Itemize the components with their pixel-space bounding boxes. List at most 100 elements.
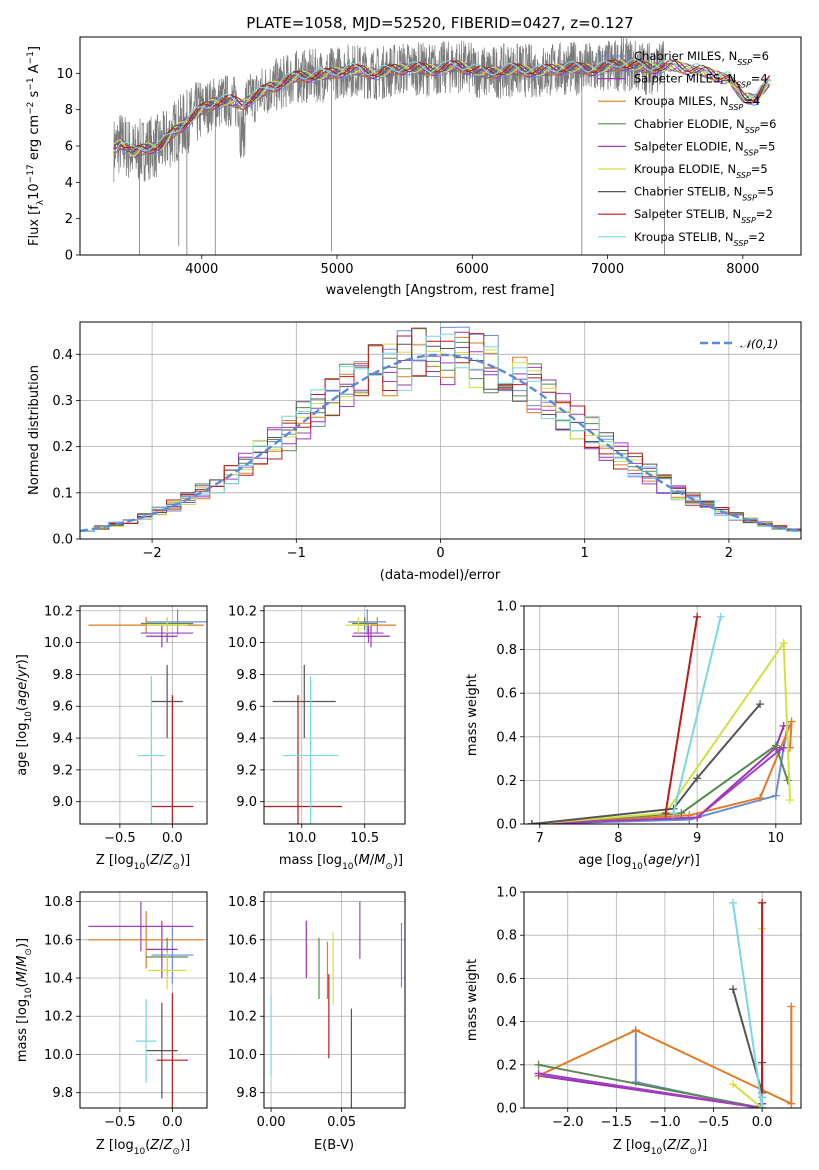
massweight-vs-z-ytick-label: 0.6	[496, 972, 517, 987]
massweight-vs-z-ytick-label: 0.4	[496, 1015, 517, 1030]
massweight-vs-age-series-line	[664, 616, 699, 814]
age-vs-z-frame	[79, 605, 208, 825]
massweight-vs-age-marker	[779, 639, 788, 648]
mass-vs-z-errorbar-point	[135, 999, 157, 1084]
spectrum-xtick-label: 4000	[185, 262, 218, 277]
spectrum-ytick-label: 6	[65, 140, 73, 155]
massweight-vs-z-xtick-label: 0.0	[752, 1115, 773, 1130]
residuals-ytick-label: 0.1	[52, 486, 73, 501]
massweight-vs-z-xlabel: Z [log10(Z/Z⊙)]	[613, 1138, 707, 1157]
spectrum-xtick-label: 8000	[726, 262, 759, 277]
mass-vs-ebv-ytick-label: 10.8	[228, 895, 257, 910]
residuals-ytick-label: 0.3	[52, 394, 73, 409]
age-vs-z-errorbar-point	[137, 676, 166, 824]
massweight-vs-age-ytick-label: 0.0	[496, 818, 517, 833]
age-vs-z-ytick-label: 9.8	[52, 668, 73, 683]
mass-vs-ebv-axes: 0.00 0.05 9.8 10.0 10.2 10.4 10.6 10.8	[228, 891, 406, 1130]
age-vs-z-plot-area	[88, 609, 207, 824]
mass-vs-z-ytick-label: 10.4	[44, 972, 73, 987]
mass-vs-z-errorbar-point	[88, 901, 194, 952]
massweight-vs-age-xtick-label: 7	[536, 831, 544, 846]
mass-vs-z-xtick-label: 0.0	[162, 1115, 183, 1130]
age-vs-z-ytick-label: 9.4	[52, 732, 73, 747]
residuals-xtick-label: 1	[581, 546, 589, 561]
mass-vs-ebv-xtick-label: 0.00	[257, 1115, 286, 1130]
massweight-vs-z-marker	[758, 898, 767, 907]
age-vs-mass-xtick-label: 10.5	[350, 831, 379, 846]
massweight-vs-age-marker	[677, 809, 686, 818]
massweight-vs-age-marker	[693, 612, 702, 621]
age-vs-z-ylabel: age [log10(age/yr)]	[15, 654, 34, 776]
age-vs-z-errorbar-point	[146, 625, 178, 648]
massweight-vs-age-plot-area	[527, 612, 796, 824]
massweight-vs-z-ytick-label: 0.2	[496, 1058, 517, 1073]
spectrum-model-line	[113, 59, 770, 151]
massweight-vs-z-marker	[787, 1099, 796, 1108]
mass-vs-z-errorbar-point	[156, 993, 189, 1108]
age-vs-mass-errorbar-point	[345, 617, 372, 634]
age-vs-z-ytick-label: 9.6	[52, 700, 73, 715]
massweight-vs-age-marker	[771, 791, 780, 800]
mass-vs-z-errorbar-point	[146, 920, 178, 979]
massweight-vs-z-xtick-label: −1.0	[649, 1115, 681, 1130]
residual-histogram	[80, 331, 801, 532]
massweight-vs-age-ytick-label: 0.6	[496, 687, 517, 702]
massweight-vs-age-marker	[756, 700, 765, 709]
massweight-vs-z-frame	[523, 891, 802, 1109]
spectrum-legend: Chabrier MILES, NSSP=6 Salpeter MILES, NS…	[598, 49, 776, 247]
massweight-vs-age-marker	[785, 796, 794, 805]
age-vs-mass-ytick-label: 9.8	[236, 668, 257, 683]
mass-vs-ebv-ytick-label: 10.2	[228, 1010, 257, 1025]
mass-vs-ebv-ytick-label: 10.0	[228, 1048, 257, 1063]
residuals-xtick-label: 2	[725, 546, 733, 561]
massweight-vs-age-marker	[669, 809, 678, 818]
legend-entry: Chabrier STELIB, NSSP=5	[634, 185, 774, 203]
massweight-vs-age-xtick-label: 8	[614, 831, 622, 846]
age-vs-mass-ytick-label: 10.0	[228, 636, 257, 651]
legend-entry: Salpeter STELIB, NSSP=2	[634, 207, 773, 225]
massweight-vs-z-marker	[534, 1060, 543, 1069]
age-vs-z-ytick-label: 10.0	[44, 636, 73, 651]
massweight-vs-age-xtick-label: 9	[693, 831, 701, 846]
spectrum-xtick-label: 6000	[456, 262, 489, 277]
massweight-vs-age-series-line	[531, 746, 785, 824]
massweight-vs-age-marker	[527, 820, 536, 824]
mass-vs-ebv-frame	[263, 891, 406, 1109]
massweight-vs-age-series-line	[531, 725, 785, 824]
massweight-vs-z-xtick-label: −1.5	[601, 1115, 633, 1130]
age-vs-mass-errorbar-point	[352, 617, 378, 630]
residual-histogram	[80, 347, 801, 532]
mass-vs-ebv-plot-area	[270, 901, 403, 1108]
massweight-vs-z-series-line	[538, 1063, 764, 1108]
age-vs-z-errorbar-point	[151, 664, 183, 739]
mass-vs-z-axes: −0.5 0.0 9.8 10.0 10.2 10.4 10.6 10.8	[44, 891, 208, 1130]
legend-entry: Chabrier MILES, NSSP=6	[634, 49, 769, 67]
massweight-vs-age-ylabel: mass weight	[465, 674, 480, 756]
massweight-vs-age-series-line	[531, 703, 761, 824]
massweight-vs-age-ytick-label: 0.4	[496, 730, 517, 745]
residuals-xlabel: (data-model)/error	[380, 568, 501, 583]
spectrum-ytick-label: 0	[65, 249, 73, 264]
age-vs-mass-xtick-label: 10.0	[287, 831, 316, 846]
massweight-vs-z-series-line	[538, 1006, 793, 1106]
massweight-vs-z-ylabel: mass weight	[465, 959, 480, 1041]
residuals-ytick-label: 0.4	[52, 348, 73, 363]
spectrum-xtick-label: 5000	[320, 262, 353, 277]
massweight-vs-z-axes: −2.0 −1.5 −1.0 −0.5 0.0 0.0 0.2 0.4 0.6 0.8 1.0	[496, 886, 802, 1130]
legend-entry: Salpeter ELODIE, NSSP=5	[634, 139, 775, 157]
massweight-vs-age-ytick-label: 0.8	[496, 643, 517, 658]
mass-vs-z-xtick-label: −0.5	[104, 1115, 136, 1130]
residuals-xtick-label: −1	[287, 546, 306, 561]
mass-vs-z-frame	[79, 891, 208, 1109]
massweight-vs-z-marker	[534, 1069, 543, 1078]
residual-histogram	[80, 327, 801, 532]
massweight-vs-z-marker	[728, 898, 737, 907]
mass-vs-z-errorbar-point	[88, 911, 204, 969]
massweight-vs-age-series-line	[531, 640, 791, 824]
age-vs-z-xtick-label: −0.5	[104, 831, 136, 846]
spectrum-model-line	[113, 59, 771, 153]
massweight-vs-z-marker	[787, 1002, 796, 1011]
massweight-vs-age-marker	[661, 809, 670, 818]
residuals-xtick-label: −2	[143, 546, 162, 561]
